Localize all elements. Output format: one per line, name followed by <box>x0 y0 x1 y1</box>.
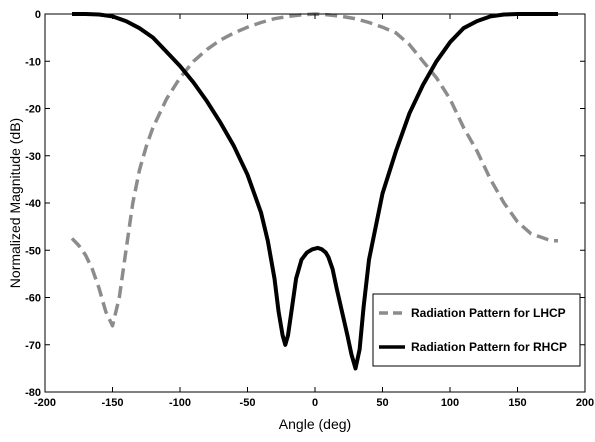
x-tick-label: -50 <box>240 397 256 409</box>
series-line-rhcp <box>72 12 558 371</box>
x-tick-label: -150 <box>101 397 123 409</box>
x-tick-label: 0 <box>312 397 318 409</box>
y-tick-label: -10 <box>25 56 41 68</box>
x-tick-label: 150 <box>508 397 526 409</box>
x-tick-label: 100 <box>441 397 459 409</box>
ticks-layer: -200 -150 -100 -50 0 50 100 150 200 0 -10 -20 -30 -40… <box>25 9 594 409</box>
y-tick-label: -50 <box>25 245 41 257</box>
y-tick-label: -40 <box>25 198 41 210</box>
legend-label-lhcp: Radiation Pattern for LHCP <box>411 306 566 320</box>
legend: Radiation Pattern for LHCP Radiation Pat… <box>372 293 581 367</box>
series-line-lhcp <box>70 12 558 328</box>
y-tick-label: -60 <box>25 293 41 305</box>
x-tick-label: 200 <box>576 397 594 409</box>
series-layer <box>70 12 558 371</box>
x-tick-label: -100 <box>169 397 191 409</box>
y-tick-label: -30 <box>25 151 41 163</box>
x-axis-label: Angle (deg) <box>279 416 351 432</box>
legend-box <box>372 293 581 367</box>
legend-label-rhcp: Radiation Pattern for RHCP <box>411 340 567 354</box>
y-axis-label: Normalized Magnitude (dB) <box>7 118 23 288</box>
y-tick-label: -20 <box>25 104 41 116</box>
y-tick-label: 0 <box>35 9 41 21</box>
y-tick-label: -80 <box>25 387 41 399</box>
x-tick-label: -200 <box>34 397 56 409</box>
x-tick-label: 50 <box>376 397 388 409</box>
y-tick-label: -70 <box>25 340 41 352</box>
